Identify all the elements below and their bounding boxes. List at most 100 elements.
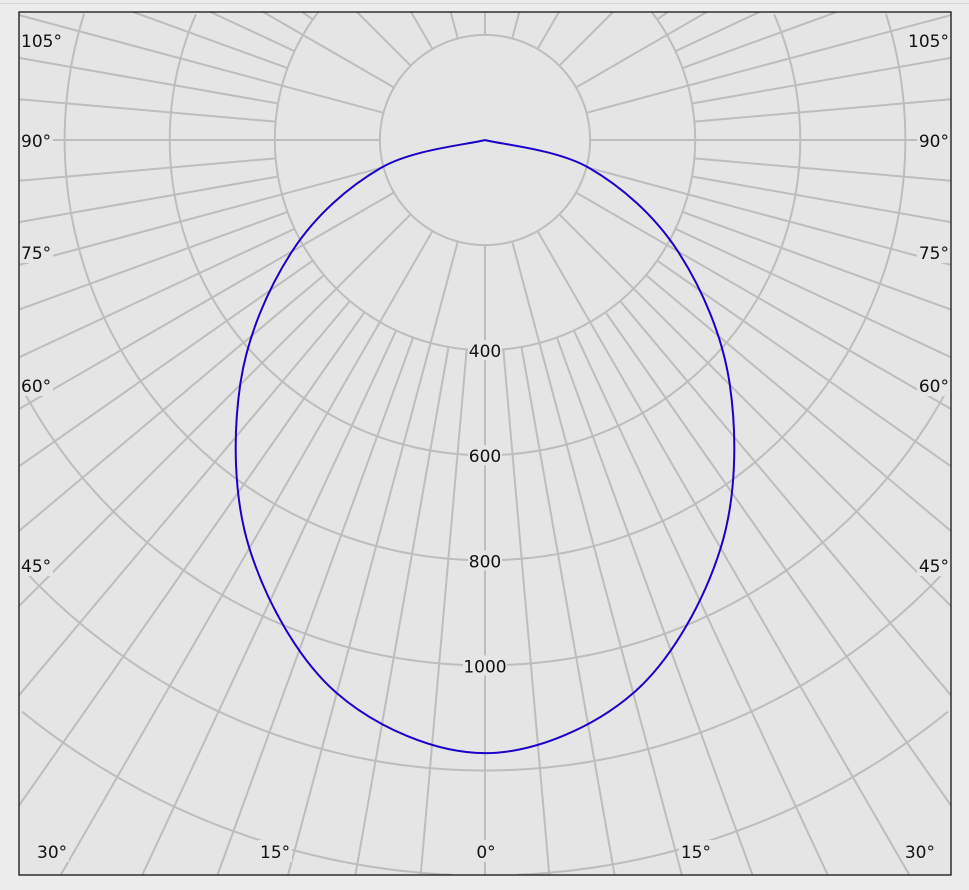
svg-text:90°: 90°	[919, 132, 949, 152]
spoke-325	[19, 311, 366, 807]
spoke-280	[19, 175, 279, 224]
angle-label-right-4: 45°	[917, 554, 951, 577]
svg-text:400: 400	[469, 342, 501, 362]
spoke-95	[694, 98, 951, 123]
angle-labels: 105° 90° 75° 60° 45° 30° 15° 105° 90° 75° 60° 45° 30…	[19, 29, 951, 863]
spoke-250	[132, 12, 288, 70]
spoke-300	[19, 191, 395, 410]
svg-text:75°: 75°	[919, 244, 949, 264]
spoke-310	[19, 274, 325, 532]
ring-400	[273, 12, 697, 352]
spoke-150	[536, 12, 560, 50]
series-layer	[234, 139, 736, 755]
spoke-210	[410, 12, 434, 50]
angle-label-left-4: 45°	[19, 554, 53, 577]
ring-800	[63, 13, 907, 562]
spoke-25	[572, 330, 829, 875]
spoke-335	[141, 330, 398, 875]
spoke-320	[19, 300, 351, 696]
angle-label-right-6: 15°	[679, 840, 713, 863]
spoke-115	[675, 12, 760, 53]
spoke-265	[19, 98, 276, 123]
intensity-curve	[234, 139, 736, 755]
svg-text:15°: 15°	[260, 843, 290, 863]
radial-labels: 400 600 800 1000	[463, 340, 507, 677]
angle-label-left-3: 60°	[19, 374, 53, 397]
spoke-45	[558, 213, 951, 607]
svg-text:45°: 45°	[21, 557, 51, 577]
spoke-285	[19, 166, 384, 266]
angle-label-right-2: 75°	[917, 241, 951, 264]
spoke-330	[59, 230, 434, 875]
angle-label-right-0: 105°	[907, 29, 951, 52]
spoke-120	[575, 12, 708, 89]
spoke-105	[586, 14, 951, 114]
ring-1400	[21, 710, 949, 875]
angle-label-left-1: 90°	[19, 129, 53, 152]
radial-label-1000: 1000	[463, 655, 507, 677]
spoke-165	[511, 12, 521, 39]
window-edge	[0, 3, 969, 4]
spoke-75	[586, 166, 951, 266]
spoke-125	[656, 12, 669, 21]
svg-text:60°: 60°	[919, 377, 949, 397]
spoke-60	[575, 191, 951, 410]
spoke-295	[19, 227, 295, 359]
spoke-65	[675, 227, 951, 359]
svg-text:800: 800	[469, 552, 501, 572]
angle-label-center: 0°	[474, 840, 498, 863]
spoke-50	[645, 274, 951, 532]
angle-label-right-3: 60°	[917, 374, 951, 397]
spoke-30	[536, 230, 911, 875]
spoke-240	[262, 12, 395, 89]
radial-label-600: 600	[468, 445, 502, 467]
ring-1200	[19, 565, 951, 772]
spoke-40	[619, 300, 951, 696]
spoke-315	[19, 213, 412, 607]
spoke-225	[356, 12, 412, 67]
radial-label-800: 800	[468, 550, 502, 572]
svg-text:1000: 1000	[463, 657, 506, 677]
svg-text:0°: 0°	[476, 843, 495, 863]
spoke-80	[691, 175, 951, 224]
spoke-15	[511, 241, 683, 875]
spoke-100	[691, 56, 951, 105]
spoke-110	[682, 12, 838, 70]
svg-text:105°: 105°	[21, 32, 62, 52]
spoke-340	[216, 337, 415, 875]
svg-text:45°: 45°	[919, 557, 949, 577]
spoke-85	[694, 157, 951, 182]
spoke-345	[287, 241, 459, 875]
spoke-70	[682, 210, 951, 311]
spoke-5	[502, 349, 551, 875]
polar-grid	[19, 12, 951, 875]
radial-label-400: 400	[468, 340, 502, 362]
spoke-20	[555, 337, 754, 875]
spoke-195	[449, 12, 459, 39]
spoke-350	[354, 346, 450, 875]
angle-label-right-1: 90°	[917, 129, 951, 152]
svg-text:30°: 30°	[905, 843, 935, 863]
svg-text:90°: 90°	[21, 132, 51, 152]
svg-text:60°: 60°	[21, 377, 51, 397]
angle-label-right-5: 30°	[903, 840, 937, 863]
spoke-245	[210, 12, 295, 53]
ring-600	[168, 13, 802, 457]
angle-label-left-2: 75°	[19, 241, 53, 264]
svg-text:15°: 15°	[681, 843, 711, 863]
ring-1000	[20, 386, 950, 667]
spoke-275	[19, 157, 276, 182]
angle-label-left-0: 105°	[19, 29, 63, 52]
spoke-235	[301, 12, 314, 21]
svg-text:75°: 75°	[21, 244, 51, 264]
svg-text:600: 600	[469, 447, 501, 467]
angle-label-left-6: 15°	[258, 840, 292, 863]
angle-label-left-5: 30°	[35, 840, 69, 863]
spoke-355	[419, 349, 468, 875]
plot-frame	[18, 11, 952, 876]
spoke-305	[19, 259, 314, 468]
spoke-10	[520, 346, 616, 875]
svg-text:30°: 30°	[37, 843, 67, 863]
svg-text:105°: 105°	[908, 32, 949, 52]
